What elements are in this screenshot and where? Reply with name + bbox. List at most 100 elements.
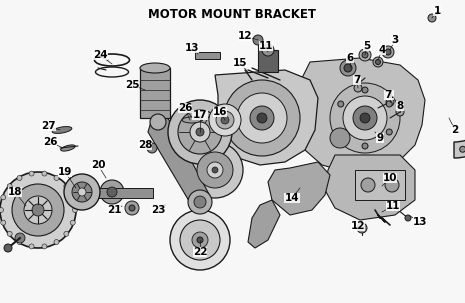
Polygon shape (215, 70, 318, 165)
Polygon shape (148, 114, 210, 208)
Bar (98, 188, 153, 198)
Text: 19: 19 (58, 167, 72, 177)
Circle shape (1, 195, 6, 200)
Circle shape (54, 175, 59, 181)
Text: 2: 2 (452, 125, 458, 135)
Circle shape (70, 195, 75, 200)
Circle shape (4, 244, 12, 252)
Text: 16: 16 (213, 107, 227, 117)
Text: 17: 17 (193, 110, 207, 120)
Circle shape (170, 210, 230, 270)
Circle shape (190, 122, 210, 142)
Ellipse shape (61, 145, 75, 151)
Circle shape (212, 167, 218, 173)
Circle shape (17, 175, 22, 181)
Bar (195, 52, 220, 59)
Circle shape (207, 162, 223, 178)
Circle shape (42, 244, 47, 249)
Circle shape (396, 108, 404, 116)
Circle shape (209, 104, 241, 136)
Circle shape (386, 129, 392, 135)
Polygon shape (295, 58, 425, 172)
Text: 11: 11 (259, 41, 273, 51)
Circle shape (257, 113, 267, 123)
Circle shape (343, 96, 387, 140)
Circle shape (385, 49, 391, 55)
Circle shape (178, 110, 222, 154)
Circle shape (250, 106, 274, 130)
Circle shape (7, 231, 12, 236)
Bar (140, 68, 170, 118)
Circle shape (216, 111, 234, 129)
Circle shape (150, 114, 166, 130)
Circle shape (125, 201, 139, 215)
Text: 22: 22 (193, 247, 207, 257)
Circle shape (353, 106, 377, 130)
Circle shape (253, 35, 263, 45)
Circle shape (64, 231, 69, 236)
Text: 10: 10 (383, 173, 397, 183)
Text: 1: 1 (386, 90, 394, 100)
Circle shape (262, 44, 274, 56)
Circle shape (78, 188, 86, 196)
Text: 12: 12 (351, 221, 365, 231)
Text: 3: 3 (392, 35, 399, 45)
Text: 7: 7 (353, 75, 361, 85)
Circle shape (64, 174, 100, 210)
Circle shape (376, 59, 380, 65)
Circle shape (188, 190, 212, 214)
Circle shape (360, 113, 370, 123)
Circle shape (359, 49, 371, 61)
Polygon shape (268, 162, 330, 215)
Text: 23: 23 (151, 205, 165, 215)
Circle shape (70, 220, 75, 225)
Circle shape (344, 64, 352, 72)
Text: 12: 12 (238, 31, 252, 41)
Circle shape (0, 172, 76, 248)
Circle shape (17, 240, 22, 245)
Text: 20: 20 (91, 160, 105, 170)
Circle shape (330, 128, 350, 148)
Circle shape (386, 101, 392, 107)
Circle shape (24, 196, 52, 224)
Circle shape (361, 178, 375, 192)
Text: 14: 14 (285, 193, 299, 203)
Polygon shape (248, 200, 280, 248)
Circle shape (330, 83, 400, 153)
Circle shape (237, 93, 287, 143)
Circle shape (100, 180, 124, 204)
Text: 1: 1 (433, 6, 441, 16)
Circle shape (428, 14, 436, 22)
Circle shape (197, 152, 233, 188)
Circle shape (224, 80, 300, 156)
Text: 13: 13 (413, 217, 427, 227)
Text: 4: 4 (379, 45, 385, 55)
Circle shape (72, 182, 92, 202)
Bar (258, 50, 278, 72)
Circle shape (194, 196, 206, 208)
Text: 21: 21 (107, 205, 121, 215)
Ellipse shape (140, 63, 170, 73)
Circle shape (180, 220, 220, 260)
Circle shape (32, 204, 44, 216)
Circle shape (29, 244, 34, 249)
Circle shape (168, 100, 232, 164)
Circle shape (386, 98, 394, 106)
Circle shape (15, 233, 25, 243)
Circle shape (362, 87, 368, 93)
Text: 7: 7 (384, 90, 392, 100)
Circle shape (29, 171, 34, 176)
Circle shape (405, 215, 411, 221)
Circle shape (1, 220, 6, 225)
Circle shape (0, 208, 4, 212)
Text: 27: 27 (41, 121, 55, 131)
Circle shape (338, 101, 344, 107)
Circle shape (107, 187, 117, 197)
Circle shape (362, 52, 368, 58)
Text: 11: 11 (386, 201, 400, 211)
Circle shape (147, 143, 157, 153)
Circle shape (187, 142, 243, 198)
Text: 15: 15 (233, 58, 247, 68)
Circle shape (197, 237, 203, 243)
Circle shape (196, 128, 204, 136)
